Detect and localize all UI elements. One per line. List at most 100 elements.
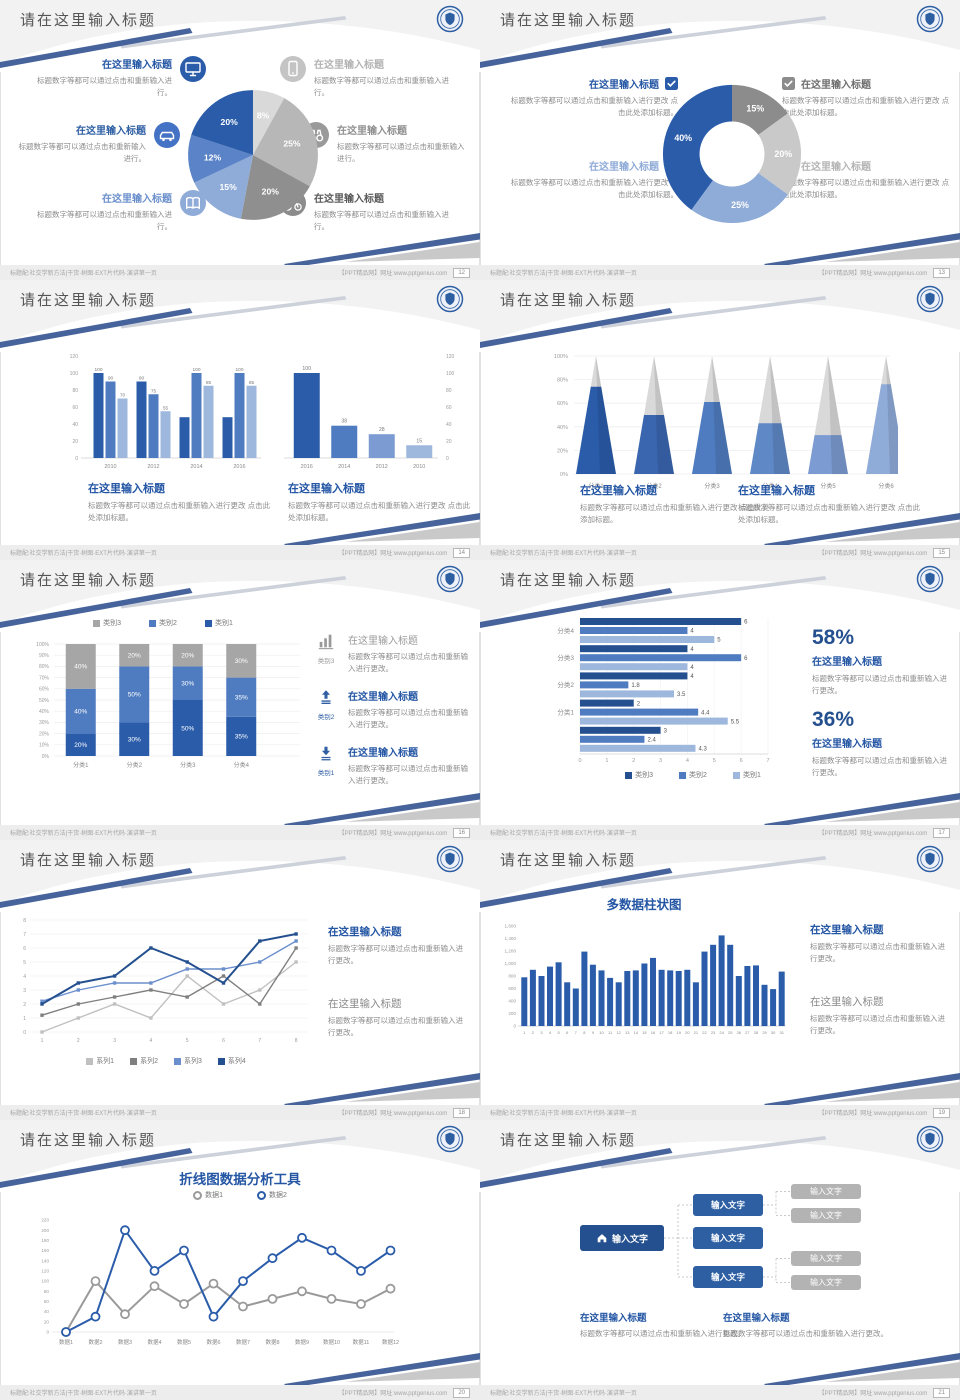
slide-line-chart-4series[interactable]: 0 1 2 3 4 5 6 7 8 1 2 3 4 5 6 7 8 系列1 系列2 系列3 系列4 在这里输入标题 标…: [0, 840, 480, 1120]
page-number-box: 19: [933, 1107, 950, 1118]
svg-text:8: 8: [23, 918, 26, 924]
info-block: 在这里输入标题 标题数字等都可以通过点击和重新输入进行更改。: [580, 1310, 748, 1340]
svg-text:400: 400: [508, 999, 516, 1004]
monitor-icon: [180, 56, 206, 82]
university-emblem-logo: [436, 845, 464, 873]
svg-text:分类5: 分类5: [820, 482, 836, 490]
stat-block: 36% 在这里输入标题 标题数字等都可以通过点击和重新输入进行更改。: [812, 708, 952, 780]
slide-title-placeholder: 请在这里输入标题: [20, 292, 157, 309]
slide-column-chart[interactable]: 多数据柱状图 0 200 400 600 800 1,000 1,200 1,400 1,600…: [480, 840, 960, 1120]
svg-text:分类4: 分类4: [557, 626, 574, 635]
svg-text:数据5: 数据5: [177, 1338, 191, 1346]
svg-text:20%: 20%: [74, 742, 87, 749]
legend-item: 类别1: [732, 770, 761, 780]
block-heading: 在这里输入标题: [88, 483, 165, 495]
svg-text:40%: 40%: [674, 133, 692, 143]
svg-text:2016: 2016: [301, 464, 313, 470]
svg-text:3.5: 3.5: [677, 692, 686, 698]
info-block: 在这里输入标题 标题数字等都可以通过点击和重新输入进行更改。: [723, 1310, 891, 1340]
svg-text:140: 140: [41, 1258, 49, 1263]
org-leaf-node: 输入文字: [791, 1275, 861, 1290]
slide-org-diagram[interactable]: 输入文字 输入文字 输入文字 输入文字 输入文字 输入文字 输入文字 输入文字 …: [480, 1120, 960, 1400]
pyramid-chart: 0% 20% 40% 60% 80% 100% 分类1 分类2 分类3 分类4 分类5 分类6: [554, 354, 898, 490]
svg-text:27: 27: [745, 1030, 750, 1035]
svg-text:数据10: 数据10: [323, 1338, 340, 1346]
svg-text:100: 100: [70, 371, 79, 377]
node-label: 输入文字: [710, 1233, 745, 1243]
info-item: 类别2 在这里输入标题 标题数字等都可以通过点击和重新输入进行更改。: [312, 688, 470, 732]
svg-text:数据8: 数据8: [265, 1338, 279, 1346]
slide-title-placeholder: 请在这里输入标题: [500, 1132, 637, 1149]
block-heading: 在这里输入标题: [348, 636, 418, 647]
svg-text:80: 80: [446, 388, 452, 394]
svg-text:80%: 80%: [557, 378, 568, 384]
footer-left-text: 标题配:社交学新方法|干货·树图·EXT片代码·演讲第一页: [10, 831, 157, 837]
svg-text:0: 0: [578, 758, 581, 764]
university-emblem-logo: [916, 5, 944, 33]
svg-text:50%: 50%: [128, 692, 141, 699]
block-heading: 在这里输入标题: [328, 998, 402, 1010]
slide-stacked-bar[interactable]: 类别3 类别2 类别1 0% 10% 20% 30% 40% 50% 60% 70% 80% 90% 1…: [0, 560, 480, 840]
svg-text:分类3: 分类3: [180, 761, 196, 769]
block-body: 标题数字等都可以通过点击和重新输入进行更改。: [328, 944, 463, 966]
slide-bar-charts[interactable]: 0 20 40 60 80 100 120 2010 2012 2014 2016 100 90 90 75…: [0, 280, 480, 560]
block-heading: 在这里输入标题: [723, 1313, 790, 1324]
block-body: 标题数字等都可以通过点击和重新输入进行更改 点击此处添加标题。: [782, 96, 950, 118]
block-body: 标题数字等都可以通过点击和重新输入进行更改 点击此处添加标题。: [510, 178, 678, 200]
svg-text:12: 12: [616, 1030, 621, 1035]
info-block: 在这里输入标题 标题数字等都可以通过点击和重新输入进行更改。: [810, 922, 952, 966]
svg-text:80%: 80%: [39, 664, 50, 670]
svg-text:25: 25: [728, 1030, 733, 1035]
svg-text:分类3: 分类3: [557, 653, 574, 662]
slide-hbar-stats[interactable]: 0 1 2 3 4 5 6 7 分类4 6 4 5 分类3 4 6 4 分类2 4 1.8 3.5 分类1 2 4.4 5.5…: [480, 560, 960, 840]
info-item: 类别1 在这里输入标题 标题数字等都可以通过点击和重新输入进行更改。: [312, 744, 470, 788]
svg-text:80: 80: [44, 1289, 50, 1294]
slide-donut-checklist[interactable]: 在这里输入标题 标题数字等都可以通过点击和重新输入进行更改 点击此处添加标题。 …: [480, 0, 960, 280]
info-block: 在这里输入标题 标题数字等都可以通过点击和重新输入进行。: [18, 122, 180, 166]
svg-text:100: 100: [302, 366, 311, 372]
svg-text:23: 23: [711, 1030, 716, 1035]
slide-pyramid-chart[interactable]: 0% 20% 40% 60% 80% 100% 分类1 分类2 分类3 分类4 分类5 分类6 在这里…: [480, 280, 960, 560]
svg-text:1,400: 1,400: [505, 936, 517, 941]
slide-line-analysis[interactable]: 折线图数据分析工具 数据1 数据2 0 20 40 60 80 100 120 140 160 18…: [0, 1120, 480, 1400]
svg-text:数据1: 数据1: [59, 1338, 73, 1346]
slide-footer: 标题配:社交学新方法|干货·树图·EXT片代码·演讲第一页 【PPT精品网】网址…: [0, 265, 480, 280]
svg-text:5: 5: [713, 758, 716, 764]
svg-text:7: 7: [258, 1038, 261, 1044]
footer-right-text: 【PPT精品网】网址:www.pptgenius.com: [338, 271, 448, 277]
svg-text:分类4: 分类4: [762, 482, 778, 490]
line-analysis-chart: 0 20 40 60 80 100 120 140 160 180 200 220 数据1 数据2 数据3 数…: [41, 1218, 399, 1346]
bottom-swoosh-decoration: [764, 1353, 960, 1386]
svg-text:26: 26: [737, 1030, 742, 1035]
page-number-box: 15: [933, 547, 950, 558]
page-number-box: 17: [933, 827, 950, 838]
item-label: 类别1: [317, 770, 335, 777]
info-block: 在这里输入标题 标题数字等都可以通过点击和重新输入进行更改 点击此处添加标题。: [506, 158, 678, 202]
block-heading: 在这里输入标题: [812, 739, 882, 750]
svg-text:20%: 20%: [262, 187, 280, 197]
block-body: 标题数字等都可以通过点击和重新输入进行。: [314, 76, 449, 98]
node-label: 输入文字: [810, 1211, 842, 1220]
block-body: 标题数字等都可以通过点击和重新输入进行更改。: [812, 674, 947, 696]
svg-text:70%: 70%: [39, 675, 50, 681]
svg-text:85: 85: [249, 380, 255, 386]
svg-text:0%: 0%: [42, 754, 50, 760]
svg-text:2014: 2014: [190, 464, 202, 470]
slide-footer: 标题配:社交学新方法|干货·树图·EXT片代码·演讲第一页 【PPT精品网】网址…: [0, 545, 480, 560]
slide-pie-infographic[interactable]: 在这里输入标题 标题数字等都可以通过点击和重新输入进行。 在这里输入标题 标题数…: [0, 0, 480, 280]
svg-text:100%: 100%: [554, 354, 568, 360]
block-heading: 在这里输入标题: [76, 126, 146, 137]
svg-text:40: 40: [72, 422, 78, 428]
svg-text:29: 29: [762, 1030, 767, 1035]
footer-left-text: 标题配:社交学新方法|干货·树图·EXT片代码·演讲第一页: [10, 1391, 157, 1397]
svg-text:17: 17: [659, 1030, 664, 1035]
slide-title-placeholder: 请在这里输入标题: [20, 12, 157, 29]
slide-footer: 标题配:社交学新方法|干货·树图·EXT片代码·演讲第一页 【PPT精品网】网址…: [480, 1385, 960, 1400]
svg-text:数据4: 数据4: [147, 1338, 161, 1346]
block-heading: 在这里输入标题: [589, 162, 659, 173]
svg-text:4: 4: [150, 1038, 153, 1044]
info-block: 在这里输入标题 标题数字等都可以通过点击和重新输入进行。: [280, 56, 460, 100]
item-label: 类别3: [317, 658, 335, 665]
item-label: 类别2: [317, 714, 335, 721]
info-item: 类别3 在这里输入标题 标题数字等都可以通过点击和重新输入进行更改。: [312, 632, 470, 676]
